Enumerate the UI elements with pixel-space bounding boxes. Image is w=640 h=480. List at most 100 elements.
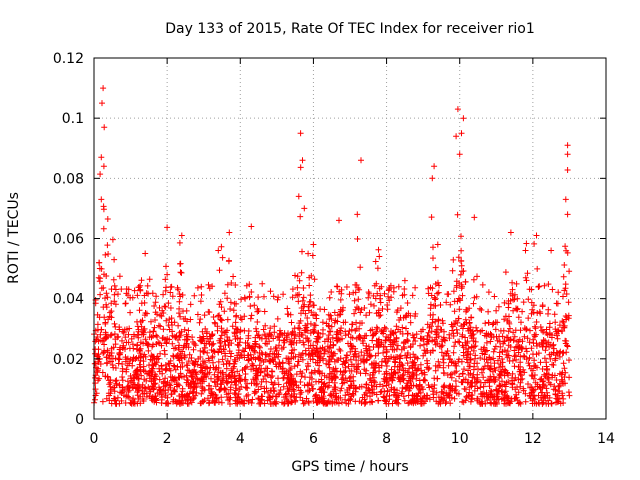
data-point [249,396,256,403]
data-point [307,292,314,299]
data-point [307,320,314,327]
data-point [314,335,320,342]
data-point [305,388,311,395]
data-point [501,395,508,402]
data-point [435,323,442,330]
data-point [480,390,487,397]
data-point [308,376,315,382]
data-point [552,391,559,398]
data-point [281,370,288,377]
data-point [431,163,438,170]
data-point [139,396,146,402]
data-point [305,363,312,370]
data-point [316,368,323,375]
data-point [307,298,314,305]
data-point [261,308,268,315]
data-point [146,276,153,283]
data-point [219,254,226,261]
data-point [562,285,569,292]
data-point [370,378,377,384]
data-point [315,378,322,385]
data-point [506,313,512,320]
data-point [278,345,285,352]
data-point [564,343,571,350]
data-point [176,374,183,381]
data-point [253,325,259,332]
data-point [438,388,445,395]
data-point [276,337,283,344]
data-point [150,377,157,384]
data-point [543,385,550,392]
data-point [291,388,298,394]
data-point [485,289,492,296]
data-point [275,353,282,360]
data-point [467,351,474,357]
data-point [411,398,418,405]
data-point [355,285,362,291]
data-point [163,263,169,270]
data-point [346,291,353,298]
data-point [509,279,516,286]
data-point [521,325,528,332]
data-point [137,366,144,373]
data-point [260,326,267,333]
data-point [392,398,399,405]
data-point [100,85,107,92]
data-point [565,299,572,306]
data-point [381,324,388,331]
data-point [251,390,258,397]
data-point [349,345,355,352]
data-point [408,382,415,389]
data-point [497,382,504,389]
data-point [548,400,555,407]
data-point [383,363,390,369]
data-point [407,378,414,385]
data-point [469,392,476,398]
data-point [116,381,123,388]
data-point [218,243,225,250]
data-point [450,321,457,328]
data-point [449,327,456,334]
data-point [119,337,125,344]
data-point [548,351,555,358]
data-point [216,386,223,393]
data-point [111,298,118,305]
data-point [460,268,467,274]
data-point [305,398,312,405]
data-point [427,305,434,312]
data-point [560,273,567,280]
data-point [202,370,209,377]
data-point [426,396,433,403]
data-point [149,343,156,350]
data-point [517,400,524,407]
data-point [468,335,475,342]
data-point [505,342,512,349]
data-point [423,395,430,401]
data-point [448,374,455,381]
data-point [261,400,268,407]
data-point [566,268,573,275]
data-point [467,326,474,333]
data-point [442,350,449,357]
data-point [200,349,207,356]
data-point [252,349,258,355]
data-point [267,331,274,338]
data-point [102,295,108,302]
data-point [264,371,271,378]
data-point [199,369,206,376]
data-point [393,399,400,406]
data-point [563,349,570,356]
data-point [396,359,403,366]
data-point [215,399,222,405]
data-point [177,269,184,276]
data-point [177,260,184,267]
data-point [289,294,296,301]
data-point [458,130,465,137]
data-point [110,276,117,283]
data-point [262,351,269,358]
data-point [372,258,379,265]
data-point [180,399,187,406]
data-point [144,341,151,347]
data-point [245,332,252,339]
